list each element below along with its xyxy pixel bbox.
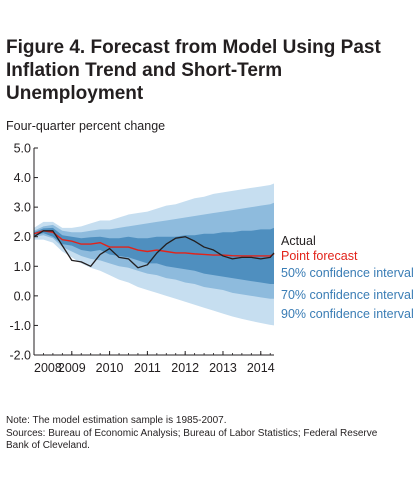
chart-title-line-1: Figure 4. Forecast from Model Using Past [6, 37, 381, 58]
axes [33, 147, 274, 356]
chart-title-line-2: Inflation Trend and Short-Term Unemploym… [6, 60, 283, 104]
series-lines [33, 230, 275, 269]
y-tick-label: 3.0 [14, 201, 31, 215]
y-tick-label: 4.0 [14, 171, 31, 185]
confidence-bands [34, 183, 274, 326]
x-tick-label: 2009 [58, 361, 86, 375]
y-tick-label: 0.0 [14, 289, 31, 303]
y-tick-label: 5.0 [14, 142, 31, 156]
notes: Note: The model estimation sample is 198… [6, 415, 416, 453]
series-line-point-forecast [33, 230, 275, 257]
note-text: Note: The model estimation sample is 198… [6, 415, 227, 426]
legend-entry-50-confidence-interval: 50% confidence interval [281, 266, 414, 280]
legend-entry-70-confidence-interval: 70% confidence interval [281, 288, 414, 302]
legend-entry-90-confidence-interval: 90% confidence interval [281, 307, 414, 321]
x-tick-label: 2012 [171, 361, 199, 375]
legend-entry-point-forecast: Point forecast [281, 249, 358, 263]
x-tick-label: 2011 [134, 361, 161, 375]
y-tick-label: 1.0 [14, 260, 31, 274]
sources-line-2: Bank of Cleveland. [6, 440, 90, 451]
legend-entry-actual: Actual [281, 234, 316, 248]
chart-title: Figure 4. Forecast from Model Using Past… [6, 36, 416, 105]
x-tick-label: 2014 [247, 361, 275, 375]
series-line-actual [33, 230, 275, 269]
y-tick-label: -2.0 [9, 349, 31, 363]
x-tick-label: 2010 [96, 361, 124, 375]
y-axis-label: Four-quarter percent change [6, 119, 166, 133]
x-tick-label: 2013 [209, 361, 237, 375]
y-tick-label: 2.0 [14, 230, 31, 244]
y-tick-label: -1.0 [9, 319, 31, 333]
sources-line-1: Sources: Bureau of Economic Analysis; Bu… [6, 427, 378, 439]
x-tick-label: 2008 [34, 361, 62, 375]
